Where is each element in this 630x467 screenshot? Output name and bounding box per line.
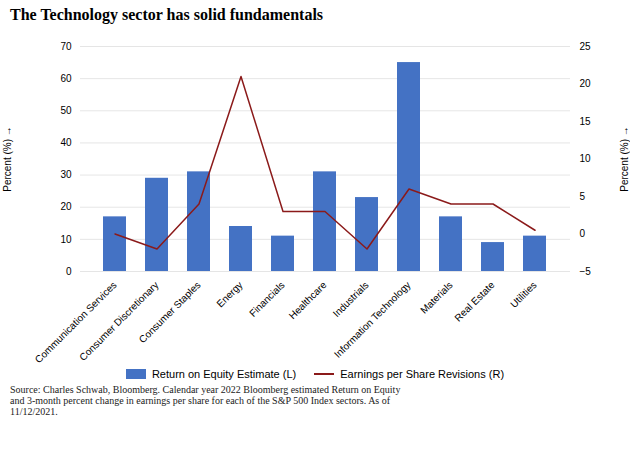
svg-text:Materials: Materials: [418, 279, 454, 315]
svg-text:15: 15: [580, 116, 592, 127]
svg-text:Percent (%) →: Percent (%) →: [2, 126, 13, 192]
html-text:Source: Charles Schwab, Bloomb: Source: Charles Schwab, Bloomberg. Calen…: [10, 384, 401, 417]
svg-text:25: 25: [580, 41, 592, 52]
svg-text:Consumer Staples: Consumer Staples: [137, 279, 203, 345]
svg-text:10: 10: [60, 234, 72, 245]
svg-text:0: 0: [580, 228, 586, 239]
svg-text:5: 5: [580, 191, 586, 202]
svg-text:20: 20: [580, 78, 592, 89]
svg-text:Information Technology: Information Technology: [332, 279, 413, 360]
svg-text:Consumer Discretionary: Consumer Discretionary: [77, 279, 161, 363]
svg-text:Percent (%) →: Percent (%) →: [619, 126, 630, 192]
html-text:The Technology sector has soli: The Technology sector has solid fundamen…: [10, 6, 324, 23]
svg-text:20: 20: [60, 201, 72, 212]
svg-text:60: 60: [60, 73, 72, 84]
svg-text:Industrials: Industrials: [331, 279, 371, 319]
svg-text:Financials: Financials: [247, 279, 287, 319]
svg-text:70: 70: [60, 41, 72, 52]
svg-text:−5: −5: [580, 266, 592, 277]
svg-text:Communication Services: Communication Services: [33, 279, 119, 365]
svg-text:Energy: Energy: [214, 279, 244, 309]
svg-text:0: 0: [66, 266, 72, 277]
svg-text:40: 40: [60, 137, 72, 148]
svg-text:50: 50: [60, 105, 72, 116]
svg-text:Utilities: Utilities: [508, 279, 539, 310]
html-text:Earnings per Share Revisions (: Earnings per Share Revisions (R): [340, 368, 505, 380]
svg-text:Real Estate: Real Estate: [452, 279, 497, 324]
svg-text:30: 30: [60, 169, 72, 180]
svg-text:10: 10: [580, 153, 592, 164]
svg-text:Healthcare: Healthcare: [287, 279, 329, 321]
html-text:Return on Equity Estimate (L): Return on Equity Estimate (L): [151, 368, 297, 380]
